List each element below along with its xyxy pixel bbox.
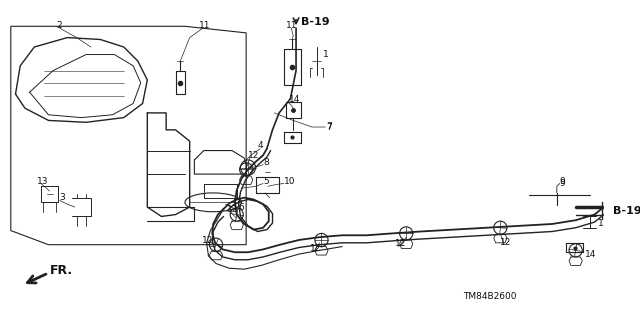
Text: 8: 8 (263, 158, 269, 167)
Text: 12: 12 (202, 236, 213, 245)
Text: 12: 12 (395, 239, 406, 248)
Text: TM84B2600: TM84B2600 (463, 292, 516, 301)
Text: 4: 4 (257, 141, 263, 150)
Text: 13: 13 (37, 177, 49, 186)
Text: 11: 11 (285, 21, 297, 30)
Text: B-19: B-19 (301, 17, 330, 26)
Text: 12: 12 (248, 151, 259, 160)
Text: 1: 1 (323, 50, 329, 59)
Text: 2: 2 (56, 21, 61, 30)
Text: 14: 14 (585, 249, 596, 259)
Text: 5: 5 (263, 177, 269, 186)
Text: 10: 10 (284, 177, 295, 186)
Text: 9: 9 (559, 177, 565, 186)
Text: 9: 9 (559, 179, 565, 188)
Text: 7: 7 (326, 122, 332, 131)
Text: 1: 1 (598, 219, 604, 227)
Text: 3: 3 (60, 193, 65, 202)
Text: B-19: B-19 (613, 206, 640, 216)
Text: 6: 6 (239, 203, 244, 211)
Text: 12: 12 (227, 205, 239, 214)
Text: 11: 11 (199, 21, 211, 30)
Text: 12: 12 (310, 244, 321, 253)
Text: FR.: FR. (51, 263, 74, 277)
Text: 12: 12 (500, 238, 512, 247)
Text: 14: 14 (289, 95, 300, 104)
Text: 7: 7 (326, 122, 332, 130)
